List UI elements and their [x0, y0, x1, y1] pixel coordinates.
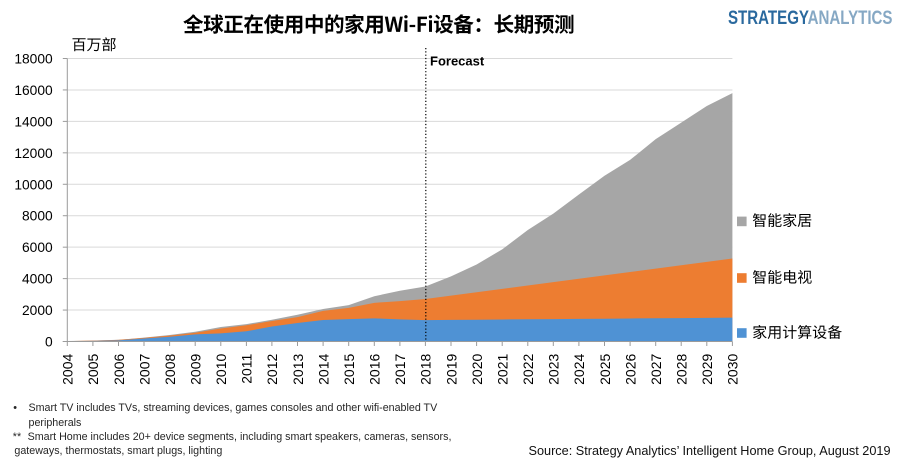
svg-text:2016: 2016 [367, 353, 383, 384]
svg-text:2029: 2029 [699, 353, 715, 384]
svg-text:2028: 2028 [674, 353, 690, 384]
svg-text:2030: 2030 [725, 353, 741, 384]
svg-text:10000: 10000 [14, 177, 53, 192]
svg-text:2025: 2025 [597, 353, 613, 384]
svg-text:2014: 2014 [315, 353, 331, 384]
svg-text:14000: 14000 [14, 114, 53, 129]
svg-text:2009: 2009 [188, 353, 204, 384]
svg-text:16000: 16000 [14, 83, 53, 98]
svg-text:2027: 2027 [648, 353, 664, 384]
svg-text:12000: 12000 [14, 146, 53, 161]
svg-text:2023: 2023 [546, 353, 562, 384]
svg-text:2021: 2021 [495, 353, 511, 384]
svg-text:18000: 18000 [14, 52, 53, 67]
svg-text:2011: 2011 [239, 353, 255, 383]
svg-text:2022: 2022 [520, 353, 536, 384]
svg-text:STRATEGYANALYTICS: STRATEGYANALYTICS [728, 8, 893, 29]
svg-text:2012: 2012 [264, 353, 280, 384]
svg-text:6000: 6000 [22, 240, 53, 255]
svg-text:2013: 2013 [290, 353, 306, 384]
svg-text:2000: 2000 [22, 303, 53, 318]
svg-text:2019: 2019 [443, 353, 459, 384]
svg-text:2005: 2005 [85, 353, 101, 384]
svg-text:2026: 2026 [622, 353, 638, 384]
svg-text:4000: 4000 [22, 272, 53, 287]
svg-text:2008: 2008 [162, 353, 178, 384]
svg-text:0: 0 [45, 335, 53, 350]
svg-text:2006: 2006 [111, 353, 127, 384]
svg-text:2004: 2004 [60, 353, 76, 384]
svg-text:Forecast: Forecast [430, 53, 485, 68]
svg-text:2015: 2015 [341, 353, 357, 384]
svg-text:2007: 2007 [136, 353, 152, 384]
svg-text:2018: 2018 [418, 353, 434, 384]
svg-text:2010: 2010 [213, 353, 229, 384]
svg-text:2017: 2017 [392, 353, 408, 384]
svg-text:2020: 2020 [469, 353, 485, 384]
svg-text:2024: 2024 [571, 353, 587, 384]
svg-text:8000: 8000 [22, 209, 53, 224]
